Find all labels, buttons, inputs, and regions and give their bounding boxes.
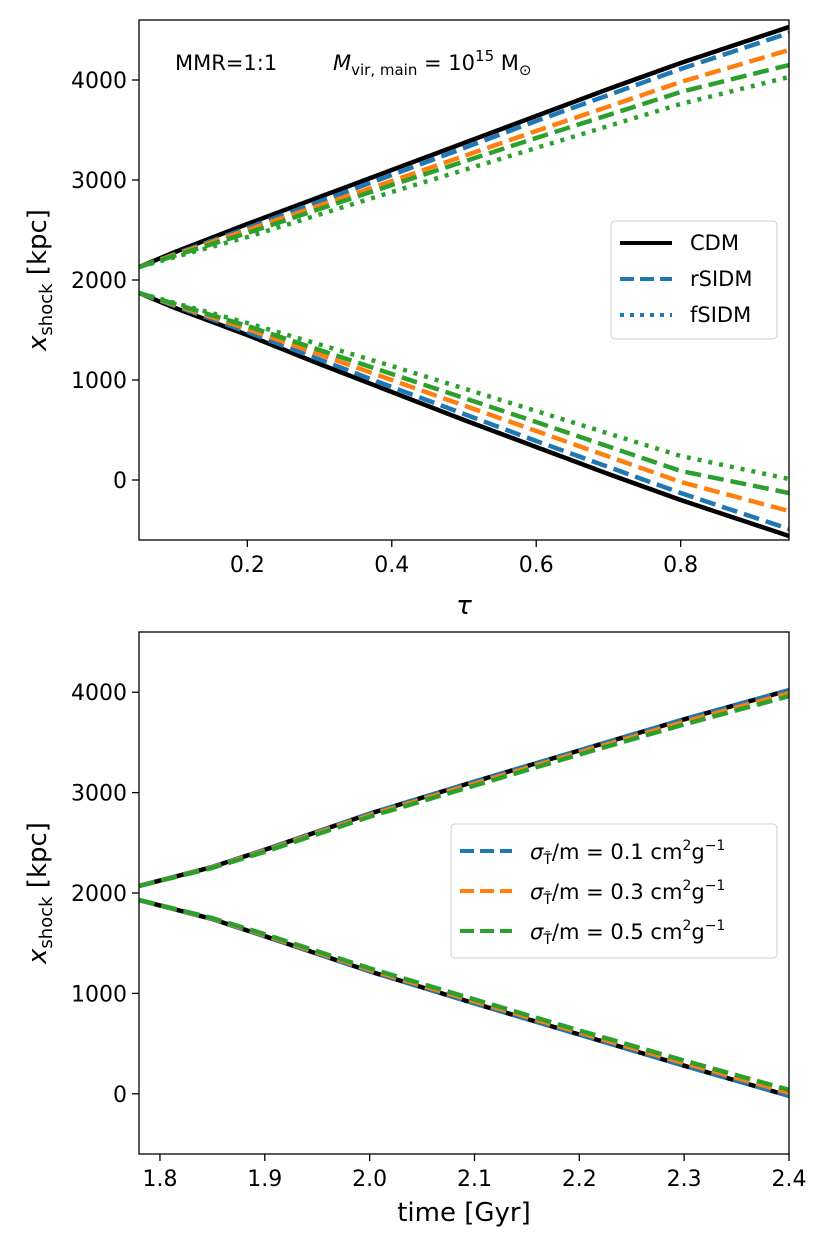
bottom-panel-frame xyxy=(138,631,790,1155)
top-legend-box xyxy=(610,220,778,340)
top-ytick-label: 4000 xyxy=(71,69,127,94)
top-series-fsidm-0-5-lower xyxy=(139,290,789,482)
legend-sigma05-prefix: σ xyxy=(530,920,544,944)
legend-sigma05-sup2: −1 xyxy=(705,918,726,934)
top-ylabel-sub: shock xyxy=(36,283,57,336)
top-xtick-label: 0.4 xyxy=(374,553,409,578)
bottom-series-cdm-lower xyxy=(139,897,789,1098)
bottom-legend-box xyxy=(450,823,778,959)
bottom-xtick-label: 2.3 xyxy=(667,1167,702,1192)
legend-sigma03-sub: T̃ xyxy=(542,891,552,908)
top-series-rsidm-0-3-lower xyxy=(139,290,789,514)
top-ylabel-main: x xyxy=(23,335,53,352)
legend-sigma05-sub: T̃ xyxy=(542,931,552,948)
top-series-rsidm-0-5-upper xyxy=(139,62,789,270)
legend-cdm-label: CDM xyxy=(690,231,739,255)
legend-sigma03-mid2: g xyxy=(691,880,704,904)
legend-sigma01-prefix: σ xyxy=(530,840,544,864)
bottom-ytick-label: 3000 xyxy=(71,782,127,807)
top-panel-frame xyxy=(138,19,790,541)
legend-sigma01-sub: T̃ xyxy=(542,851,552,868)
legend-sigma05-mid: /m = 0.5 cm xyxy=(552,920,683,944)
top-ytick-label: 3000 xyxy=(71,169,127,194)
legend-sigma03-label: σT̃/m = 0.3 cm2g−1 xyxy=(530,878,725,908)
top-xlabel: τ xyxy=(456,591,472,621)
bottom-series-0-1-upper xyxy=(139,688,789,889)
top-xtick-label: 0.6 xyxy=(519,553,554,578)
top-series-rsidm-0-5-lower xyxy=(139,290,789,496)
top-panel: 0.2 0.4 0.6 0.8 0 1000 2000 3000 4000 MMR=1:1 Mv… xyxy=(23,19,790,621)
annotation-mass: Mvir, main = 1015 M⊙ xyxy=(333,47,532,79)
annotation-mass-sub: vir, main xyxy=(351,61,417,79)
top-legend: CDM rSIDM fSIDM xyxy=(610,220,778,340)
bottom-ylabel: xshock [kpc] xyxy=(23,822,57,965)
legend-sigma01-sup2: −1 xyxy=(705,838,726,854)
bottom-xtick-label: 1.8 xyxy=(142,1167,177,1192)
top-ylabel: xshock [kpc] xyxy=(23,209,57,352)
legend-sigma03-sup2: −1 xyxy=(705,878,726,894)
annotation-mass-symbol: M xyxy=(333,51,351,75)
bottom-xtick-label: 2.2 xyxy=(562,1167,597,1192)
legend-sigma05-label: σT̃/m = 0.5 cm2g−1 xyxy=(530,918,725,948)
bottom-xtick-label: 2.1 xyxy=(457,1167,492,1192)
annotation-mmr: MMR=1:1 xyxy=(175,51,277,75)
top-ylabel-unit: [kpc] xyxy=(23,209,53,283)
legend-sigma01-label: σT̃/m = 0.1 cm2g−1 xyxy=(530,838,725,868)
top-ytick-label: 1000 xyxy=(71,369,127,394)
bottom-ytick-label: 1000 xyxy=(71,982,127,1007)
bottom-panel-series xyxy=(139,688,789,1098)
top-xtick-label: 0.8 xyxy=(663,553,698,578)
bottom-ytick-label: 4000 xyxy=(71,681,127,706)
legend-sigma03-prefix: σ xyxy=(530,880,544,904)
legend-sigma03-mid: /m = 0.3 cm xyxy=(552,880,683,904)
top-panel-ticks: 0.2 0.4 0.6 0.8 0 1000 2000 3000 4000 xyxy=(71,69,698,578)
top-series-cdm-lower xyxy=(139,290,789,539)
bottom-ylabel-main: x xyxy=(23,948,53,965)
bottom-xlabel: time [Gyr] xyxy=(397,1198,531,1228)
top-ytick-label: 2000 xyxy=(71,269,127,294)
bottom-ylabel-sub: shock xyxy=(36,896,57,949)
bottom-ytick-label: 2000 xyxy=(71,882,127,907)
annotation-mass-unit-sub: ⊙ xyxy=(519,61,532,79)
legend-sigma05-mid2: g xyxy=(691,920,704,944)
legend-rsidm-label: rSIDM xyxy=(690,267,752,291)
bottom-series-0-5-upper xyxy=(139,694,789,889)
top-series-cdm-upper xyxy=(139,24,789,270)
bottom-xtick-label: 1.9 xyxy=(247,1167,282,1192)
annotation-mass-unit: M xyxy=(494,51,519,75)
bottom-xtick-label: 2.4 xyxy=(772,1167,807,1192)
legend-sigma01-mid: /m = 0.1 cm xyxy=(552,840,683,864)
top-series-rsidm-0-1-lower xyxy=(139,290,789,532)
top-panel-series xyxy=(139,24,789,539)
bottom-legend: σT̃/m = 0.1 cm2g−1 σT̃/m = 0.3 cm2g−1 σT… xyxy=(450,823,778,959)
top-ytick-label: 0 xyxy=(113,469,127,494)
top-series-rsidm-0-3-upper xyxy=(139,47,789,270)
bottom-panel: 1.8 1.9 2.0 2.1 2.2 2.3 2.4 0 1000 2000 3000 4000 t… xyxy=(23,631,807,1228)
annotation-mass-exp: 15 xyxy=(475,47,494,65)
annotation-mass-eq: = 10 xyxy=(417,51,475,75)
bottom-ylabel-unit: [kpc] xyxy=(23,822,53,896)
bottom-ytick-label: 0 xyxy=(113,1083,127,1108)
legend-sigma01-sup: 2 xyxy=(682,838,691,854)
legend-sigma05-sup: 2 xyxy=(682,918,691,934)
legend-sigma01-mid2: g xyxy=(691,840,704,864)
top-xtick-label: 0.2 xyxy=(230,553,265,578)
bottom-xtick-label: 2.0 xyxy=(352,1167,387,1192)
legend-fsidm-label: fSIDM xyxy=(690,303,751,327)
legend-sigma03-sup: 2 xyxy=(682,878,691,894)
bottom-series-0-5-lower xyxy=(139,897,789,1092)
bottom-panel-ticks: 1.8 1.9 2.0 2.1 2.2 2.3 2.4 0 1000 2000 3000 4000 xyxy=(71,681,807,1192)
top-series-fsidm-0-5-upper xyxy=(139,74,789,270)
